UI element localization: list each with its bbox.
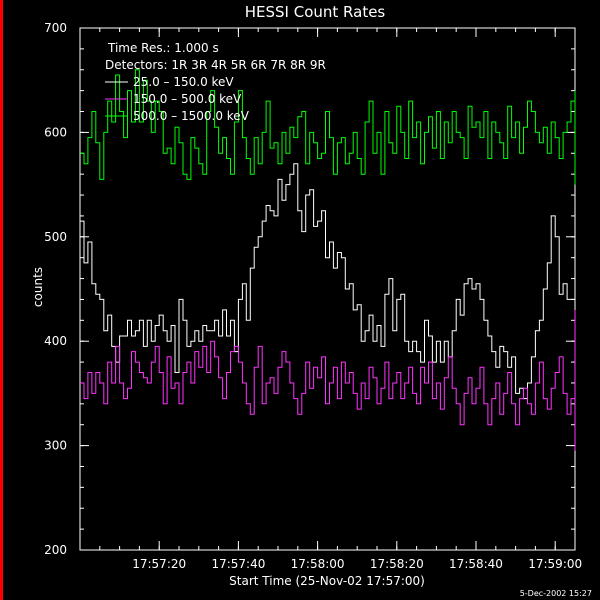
x-axis-label: Start Time (25-Nov-02 17:57:00) bbox=[229, 574, 425, 588]
left-edge-bar bbox=[0, 0, 3, 600]
x-tick-label: 17:58:20 bbox=[370, 557, 424, 571]
x-tick-label: 17:59:00 bbox=[528, 557, 582, 571]
legend-label-2: 150.0 – 500.0 keV bbox=[133, 92, 242, 106]
x-tick-label: 17:58:40 bbox=[449, 557, 503, 571]
annotation-detectors: Detectors: 1R 3R 4R 5R 6R 7R 8R 9R bbox=[105, 58, 326, 72]
y-axis-label: counts bbox=[31, 267, 45, 307]
y-tick-label: 400 bbox=[44, 334, 67, 348]
y-tick-label: 700 bbox=[44, 21, 67, 35]
legend-label-3: 500.0 – 1500.0 keV bbox=[133, 109, 250, 123]
series-line-3 bbox=[80, 69, 576, 185]
annotation-time-res: Time Res.: 1.000 s bbox=[107, 41, 219, 55]
x-tick-label: 17:57:20 bbox=[132, 557, 186, 571]
x-tick-label: 17:57:40 bbox=[211, 557, 265, 571]
legend-label-1: 25.0 – 150.0 keV bbox=[133, 75, 234, 89]
chart-title: HESSI Count Rates bbox=[245, 3, 386, 21]
plot-frame bbox=[79, 27, 576, 551]
y-tick-label: 600 bbox=[44, 125, 67, 139]
series-line-2 bbox=[80, 309, 576, 451]
footer-date: 5-Dec-2002 15:27 bbox=[520, 589, 592, 598]
x-tick-label: 17:58:00 bbox=[291, 557, 345, 571]
y-tick-label: 200 bbox=[44, 543, 67, 557]
y-tick-label: 500 bbox=[44, 230, 67, 244]
series-line-1 bbox=[80, 163, 576, 514]
y-tick-label: 300 bbox=[44, 439, 67, 453]
